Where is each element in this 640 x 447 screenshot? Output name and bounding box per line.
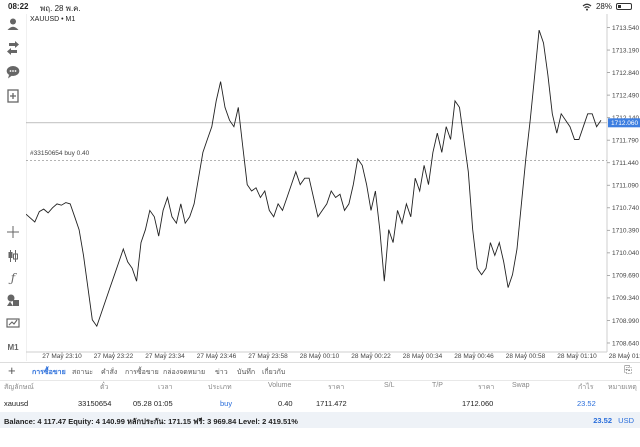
balance-total-profit: 23.52 xyxy=(593,416,612,425)
header-price: ราคา xyxy=(328,384,345,391)
tab-history[interactable]: การซื้อขาย xyxy=(125,369,159,376)
header-sl: S/L xyxy=(384,382,395,389)
row-profit: 23.52 xyxy=(577,399,596,408)
header-time: เวลา xyxy=(158,384,173,391)
add-icon[interactable]: + xyxy=(8,363,16,378)
y-tick-label: 1712.840 xyxy=(612,70,639,77)
chart-templates-icon[interactable] xyxy=(6,316,20,330)
account-icon[interactable] xyxy=(6,17,20,31)
status-right: 28% xyxy=(582,2,632,11)
objects-icon[interactable] xyxy=(6,293,20,307)
x-tick-label: 27 May 23:10 xyxy=(42,353,82,360)
y-tick-label: 1711.440 xyxy=(612,160,639,167)
chat-icon[interactable] xyxy=(6,65,20,79)
trade-arrows-icon[interactable] xyxy=(6,41,20,55)
new-chart-icon[interactable] xyxy=(6,89,20,103)
x-axis: 27 May 23:10 27 May 23:22 27 May 23:34 27 M… xyxy=(42,352,640,360)
function-icon[interactable]: ƒ xyxy=(10,271,16,285)
x-tick-label: 28 May 00:22 xyxy=(351,353,391,360)
header-price-current: ราคา xyxy=(478,384,495,391)
header-ticket: ตั๋ว xyxy=(100,384,109,391)
x-tick-label: 27 May 23:34 xyxy=(145,353,185,360)
current-price-label: 1712.060 xyxy=(611,120,638,127)
export-icon[interactable]: ⎘ xyxy=(624,365,632,376)
header-type: ประเภท xyxy=(208,384,232,391)
header-comment: หมายเหตุ xyxy=(608,384,637,391)
candles-icon[interactable] xyxy=(6,249,20,263)
y-tick-label: 1710.390 xyxy=(612,228,639,235)
x-tick-label: 28 May 01:10 xyxy=(557,353,597,360)
chart-price-lines xyxy=(26,122,607,162)
y-tick-label: 1708.640 xyxy=(612,340,639,347)
y-tick-label: 1708.990 xyxy=(612,318,639,325)
left-toolbar: ƒ M1 xyxy=(0,14,26,361)
battery-icon xyxy=(616,3,632,10)
x-tick-label: 28 May 00:10 xyxy=(300,353,340,360)
x-tick-label: 28 May 00:34 xyxy=(403,353,443,360)
y-tick-label: 1711.790 xyxy=(612,137,639,144)
header-volume: Volume xyxy=(268,382,292,389)
battery-percent: 28% xyxy=(595,2,612,11)
balance-bar: Balance: 4 117.47 Equity: 4 140.99 หลักป… xyxy=(0,412,640,428)
y-tick-label: 1709.690 xyxy=(612,273,639,280)
table-row[interactable]: xauusd 33150654 05.28 01:05 buy 0.40 171… xyxy=(0,397,640,411)
header-tp: T/P xyxy=(432,382,443,389)
y-tick-label: 1710.740 xyxy=(612,205,639,212)
y-tick-label: 1713.190 xyxy=(612,47,639,54)
tab-mailbox[interactable]: กล่องจดหมาย xyxy=(163,369,206,376)
y-tick-label: 1709.340 xyxy=(612,295,639,302)
timeframe-button[interactable]: M1 xyxy=(7,343,19,352)
current-price-marker: 1712.060 xyxy=(608,118,640,128)
balance-summary: Balance: 4 117.47 Equity: 4 140.99 หลักป… xyxy=(4,417,298,426)
price-chart[interactable]: 1713.5401713.1901712.8401712.4901712.140… xyxy=(26,14,640,361)
y-tick-label: 1712.490 xyxy=(612,92,639,99)
y-tick-label: 1710.040 xyxy=(612,250,639,257)
battery-fill xyxy=(618,5,622,8)
header-symbol: สัญลักษณ์ xyxy=(4,384,34,391)
header-swap: Swap xyxy=(512,382,530,389)
tab-about[interactable]: เกี่ยวกับ xyxy=(262,369,286,376)
balance-currency: USD xyxy=(618,416,634,425)
tab-orders[interactable]: คำสั่ง xyxy=(101,369,118,376)
toolbox-tabs: + การซื้อขาย สถานะ คำสั่ง การซื้อขาย กล่… xyxy=(0,362,640,381)
y-tick-label: 1711.090 xyxy=(612,183,639,190)
price-line xyxy=(26,29,602,328)
order-line-label: #33150654 buy 0.40 xyxy=(30,150,90,157)
tab-trade[interactable]: การซื้อขาย xyxy=(32,369,66,376)
row-symbol: xauusd xyxy=(4,399,29,408)
row-type: buy xyxy=(220,399,233,408)
status-time: 08:22 xyxy=(8,2,29,11)
x-tick-label: 27 May 23:58 xyxy=(248,353,288,360)
wifi-icon xyxy=(582,3,592,11)
row-ticket: 33150654 xyxy=(78,399,112,408)
chart-symbol: XAUUSD • M1 xyxy=(30,16,76,23)
current-price-label-bg xyxy=(608,118,640,128)
tab-news[interactable]: ข่าว xyxy=(215,369,228,376)
y-tick-label: 1713.540 xyxy=(612,25,639,32)
x-tick-label: 28 May 00:58 xyxy=(506,353,546,360)
row-volume: 0.40 xyxy=(278,399,293,408)
x-tick-label: 28 May 00:46 xyxy=(454,353,494,360)
status-bar: 08:22 พฤ. 28 พ.ค. 28% xyxy=(0,0,640,14)
x-tick-label: 27 May 23:46 xyxy=(197,353,237,360)
x-tick-label: 28 May 01:22 xyxy=(609,353,640,360)
row-time: 05.28 01:05 xyxy=(133,399,173,408)
trade-table-header: สัญลักษณ์ ตั๋ว เวลา ประเภท Volume ราคา S… xyxy=(0,380,640,394)
y-axis: 1713.5401713.1901712.8401712.4901712.140… xyxy=(607,25,639,347)
header-profit: กำไร xyxy=(578,384,594,391)
row-price: 1711.472 xyxy=(316,399,347,408)
row-current-price: 1712.060 xyxy=(462,399,494,408)
tab-status[interactable]: สถานะ xyxy=(72,369,93,376)
x-tick-label: 27 May 23:22 xyxy=(94,353,134,360)
status-date: พฤ. 28 พ.ค. xyxy=(40,4,81,13)
crosshair-icon[interactable] xyxy=(6,225,20,239)
tab-journal[interactable]: บันทึก xyxy=(237,369,256,376)
